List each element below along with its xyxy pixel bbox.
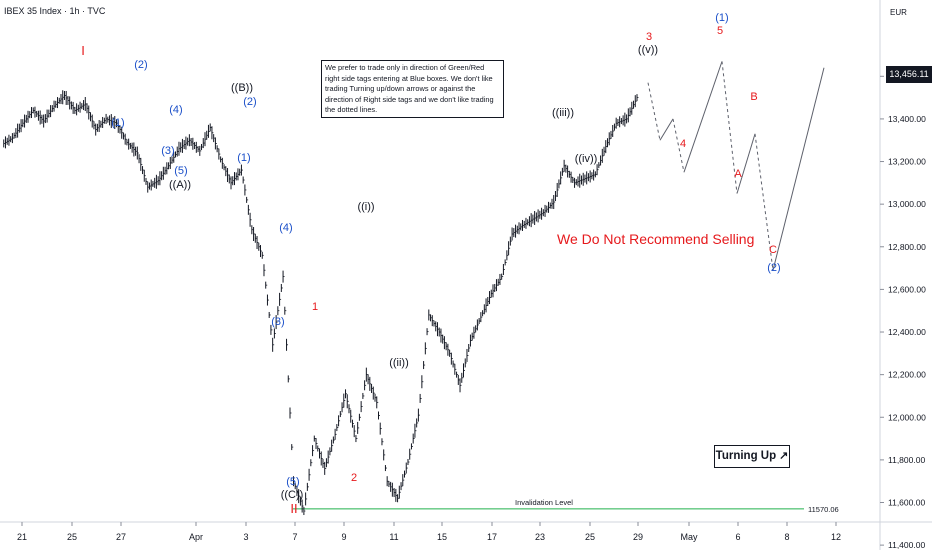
wave-label: B (750, 91, 757, 103)
y-tick-label: 12,800.00 (888, 242, 926, 252)
turning-label: Turning Up (715, 450, 777, 462)
x-tick-label: 11 (389, 532, 398, 542)
y-tick-label: 12,400.00 (888, 327, 926, 337)
wave-label: ((ii)) (389, 357, 409, 369)
x-tick-label: 29 (633, 532, 643, 542)
y-tick-label: 12,600.00 (888, 284, 926, 294)
wave-label: (4) (279, 222, 292, 234)
wave-label: (3) (271, 316, 284, 328)
y-tick-label: 11,400.00 (888, 540, 925, 550)
y-tick-label: 11,600.00 (888, 498, 925, 508)
wave-label: ((iii)) (552, 107, 574, 119)
currency-label: EUR (890, 8, 907, 17)
x-tick-label: 3 (243, 532, 248, 542)
wave-label: ((i)) (357, 201, 374, 213)
wave-label: C (769, 244, 777, 256)
wave-label: (1) (237, 152, 250, 164)
x-tick-label: Apr (189, 532, 203, 542)
wave-label: ((C)) (281, 489, 304, 501)
x-tick-label: 25 (67, 532, 77, 542)
projection-dashed-segment (647, 82, 661, 141)
y-tick-label: 13,400.00 (888, 114, 926, 124)
wave-label: (4) (169, 104, 182, 116)
x-tick-label: 15 (437, 532, 447, 542)
wave-label: ((A)) (169, 179, 191, 191)
wave-label: (1) (111, 117, 124, 129)
wave-label: A (734, 168, 742, 180)
wave-label: I (81, 43, 85, 58)
wave-label: ((iv)) (575, 153, 598, 165)
wave-label: (3) (161, 145, 174, 157)
wave-label: 5 (717, 25, 723, 37)
x-tick-label: May (680, 532, 698, 542)
recommendation-text: We Do Not Recommend Selling (557, 231, 754, 247)
x-tick-label: 17 (487, 532, 497, 542)
x-tick-label: 25 (585, 532, 595, 542)
projection-segment (772, 67, 825, 271)
wave-label: 4 (680, 138, 686, 150)
y-tick-label: 13,200.00 (888, 157, 926, 167)
chart-title: IBEX 35 Index · 1h · TVC (4, 6, 106, 16)
turning-up-box: Turning Up ↗ (714, 445, 790, 468)
strategy-note: We prefer to trade only in direction of … (321, 60, 504, 118)
projection-segment (659, 118, 674, 141)
projection-dashed-segment (754, 133, 774, 271)
wave-label: II (290, 501, 297, 516)
x-tick-label: 9 (341, 532, 346, 542)
wave-label: ((v)) (638, 44, 658, 56)
x-tick-label: 6 (735, 532, 740, 542)
current-price-badge: 13,456.11 (886, 66, 932, 83)
x-tick-label: 8 (784, 532, 789, 542)
wave-label: (2) (134, 59, 147, 71)
wave-label: ((B)) (231, 82, 253, 94)
invalidation-label: Invalidation Level (515, 498, 573, 507)
y-tick-label: 11,800.00 (888, 455, 925, 465)
y-tick-label: 12,000.00 (888, 412, 926, 422)
projection-segment (736, 133, 756, 194)
y-tick-label: 12,200.00 (888, 370, 926, 380)
projection-dashed-segment (721, 61, 738, 194)
wave-label: (1) (715, 12, 728, 24)
x-tick-label: 7 (292, 532, 297, 542)
wave-label: (5) (174, 165, 187, 177)
wave-label: 1 (312, 301, 318, 313)
wave-label: (5) (286, 476, 299, 488)
x-tick-label: 21 (17, 532, 27, 542)
arrow-up-right-icon: ↗ (779, 450, 789, 462)
wave-label: 2 (351, 472, 357, 484)
y-tick-label: 13,000.00 (888, 199, 926, 209)
wave-label: 3 (646, 31, 652, 43)
projection-segment (683, 61, 723, 173)
wave-label: (2) (243, 96, 256, 108)
invalidation-value: 11570.06 (808, 505, 839, 514)
x-tick-label: 12 (831, 532, 841, 542)
x-tick-label: 27 (116, 532, 126, 542)
x-tick-label: 23 (535, 532, 545, 542)
wave-label: (2) (767, 262, 780, 274)
